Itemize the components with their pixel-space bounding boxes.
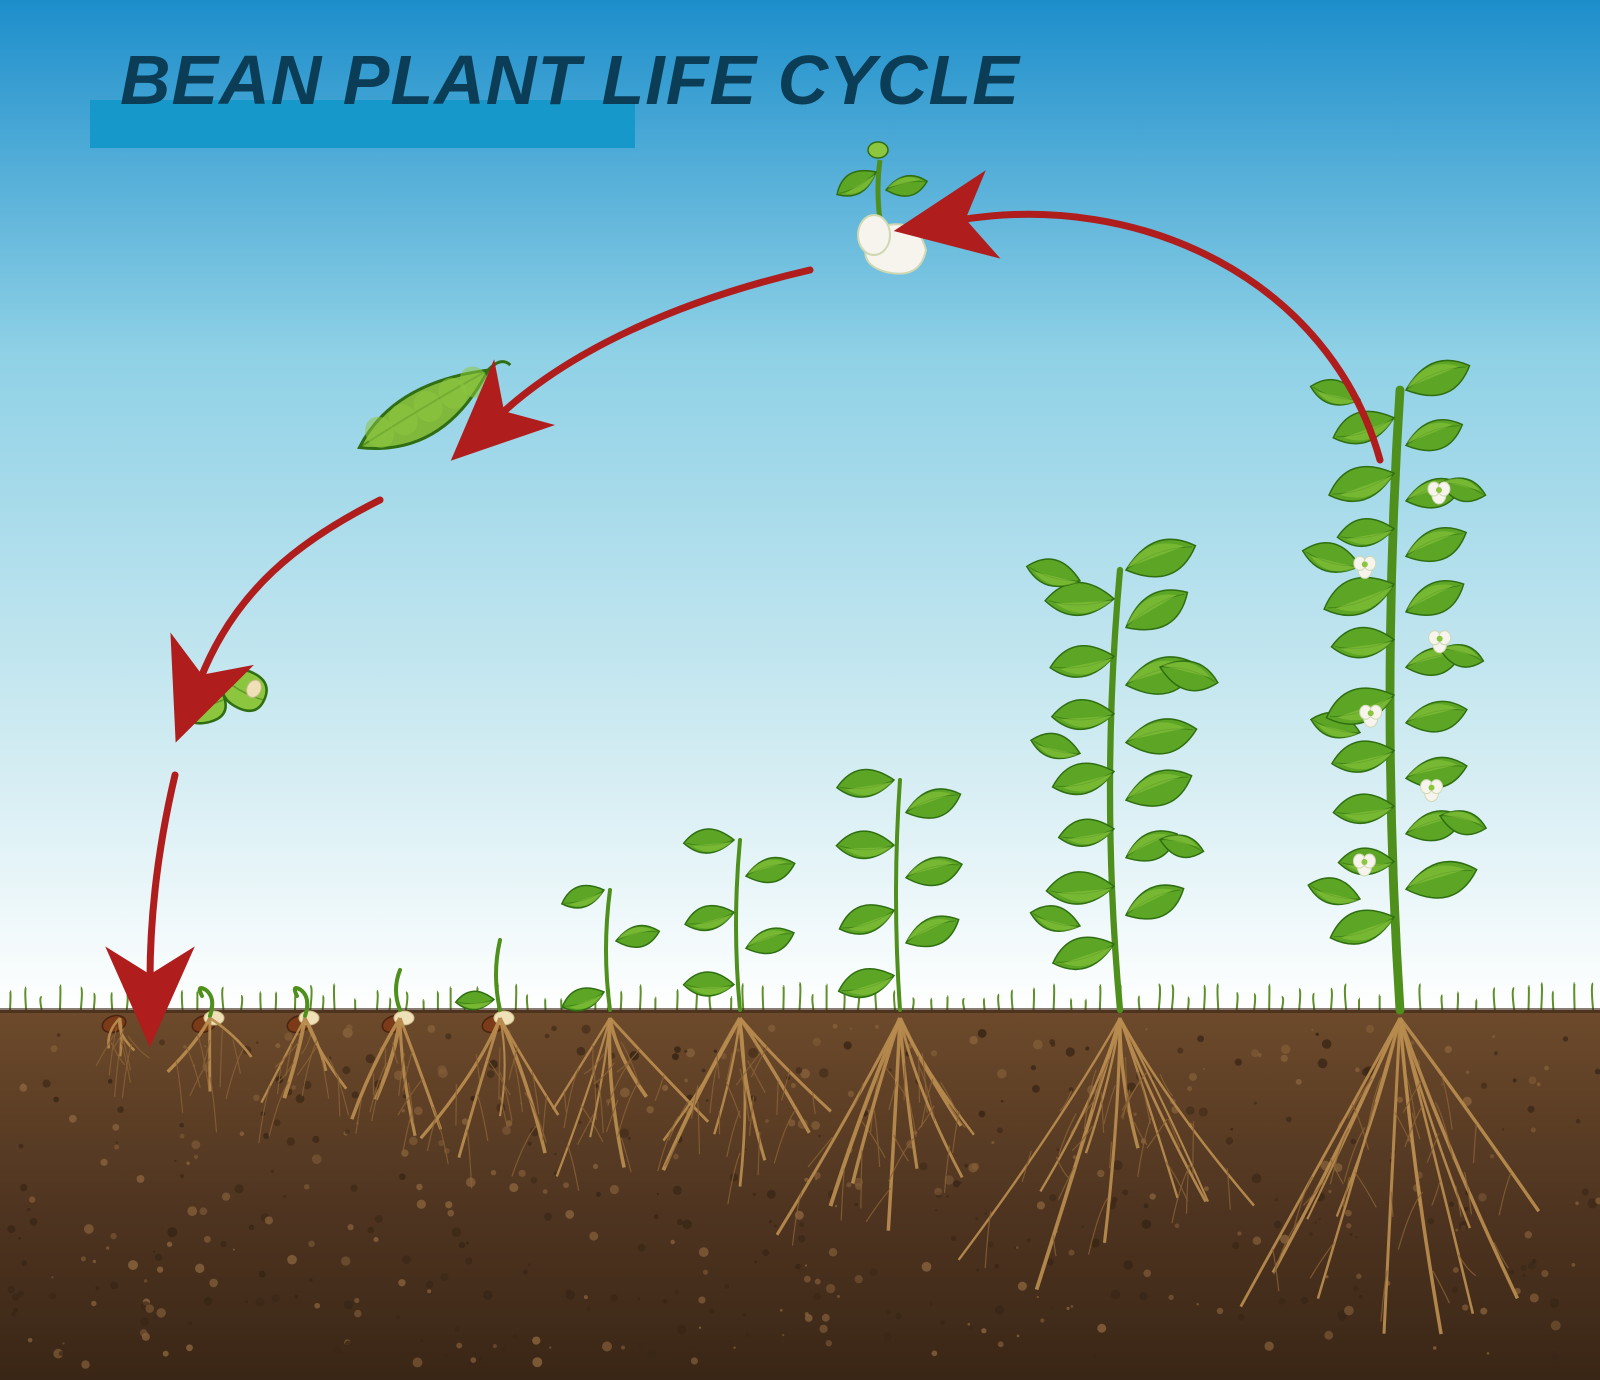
cycle-arrow	[150, 775, 175, 980]
infographic-stage: BEAN PLANT LIFE CYCLE	[0, 0, 1600, 1380]
arrow-layer	[0, 0, 1600, 1380]
cycle-arrow	[500, 270, 810, 415]
cycle-arrow	[960, 214, 1380, 460]
cycle-arrow	[200, 500, 380, 680]
